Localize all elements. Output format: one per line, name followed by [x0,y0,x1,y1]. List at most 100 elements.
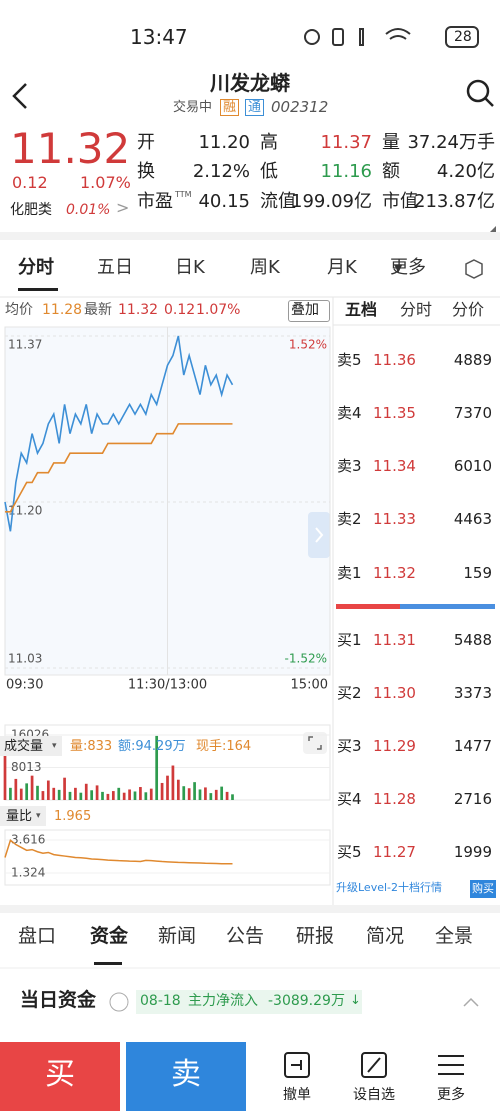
ratio-label-arrow: ▾ [36,811,41,821]
order-volume: 4463 [453,510,492,528]
info-tab[interactable]: 新闻 [158,925,197,947]
volume-bar [209,793,213,800]
stat-value: 11.16 [320,161,372,182]
order-price: 11.36 [373,351,416,369]
order-book-tab[interactable]: 五档 [345,300,378,319]
sell-button-label[interactable]: 卖 [171,1057,201,1092]
chart-tab[interactable]: 周K [250,257,280,278]
action-label[interactable]: 设自选 [353,1087,395,1103]
chart-tab[interactable]: 日K [175,257,205,278]
order-price: 11.28 [373,790,416,808]
buy-button-label[interactable]: 买 [45,1057,75,1092]
overlay-button[interactable]: 叠加 [291,302,319,318]
info-tab[interactable]: 全景 [435,925,474,947]
corner-icon[interactable] [303,732,327,754]
chart-tab[interactable]: 五日 [97,257,133,278]
volume-bar [214,789,218,800]
info-tab[interactable]: 研报 [296,925,335,947]
volume-bar [144,792,148,800]
volume-bar [52,787,56,800]
chart-tab[interactable]: 更多 [390,257,426,278]
info-tab[interactable]: 简况 [366,925,405,947]
volume-bar [68,791,72,800]
connect-tag: 通 [245,99,265,116]
order-price: 11.29 [373,737,416,755]
buy-box[interactable] [470,880,496,898]
volume-bar [204,787,207,800]
stat-label: 流值 [260,191,296,212]
volume-bar [231,794,234,800]
volume-bar [84,783,88,800]
bid-ask-bar [336,604,400,609]
action-label[interactable]: 撤单 [283,1087,311,1103]
order-volume: 159 [463,564,492,582]
buy-button[interactable] [0,1042,120,1111]
x-tick-label: 09:30 [6,678,43,693]
buy-level2[interactable]: 购买 [472,882,494,895]
volume-bar [187,788,191,800]
info-tab[interactable]: 公告 [226,925,265,947]
info-tab[interactable]: 资金 [90,925,129,947]
price-line [4,335,234,532]
help-icon[interactable] [109,992,129,1012]
divider [0,905,500,913]
volume-bar [41,791,45,800]
collapse-icon[interactable] [463,997,479,1007]
volume-bar [176,779,180,800]
chart-tab[interactable]: 月K [327,257,357,278]
volume-bar [101,791,104,800]
order-price: 11.27 [373,843,416,861]
volume-bar [149,788,153,800]
chart-tab[interactable]: 分时 [18,257,54,278]
y-tick-label: 3.616 [11,833,45,847]
action-label[interactable]: 更多 [437,1087,465,1103]
overlay-box[interactable] [288,300,330,322]
legend-item: 0.12 [164,302,196,318]
divider [0,232,500,240]
volume-bar [74,787,77,800]
info-tab[interactable]: 盘口 [18,925,57,947]
volume-bar [122,792,126,800]
y-tick-label: 8013 [11,760,42,774]
volume-bar [106,793,110,800]
stat-label: 市盈 [137,191,173,212]
order-volume: 7370 [453,404,492,422]
volume-bar [95,785,99,800]
back-icon[interactable] [12,83,27,109]
stat-label: 额 [382,161,400,182]
volume-bar [14,778,18,800]
clock: 13:47 [130,25,188,49]
volume-bar [220,786,224,800]
stat-value: 40.15 [198,191,250,212]
order-level: 买4 [337,790,362,808]
volume-bar [30,775,34,800]
price-change-pct: 1.07% [80,173,131,192]
stat-label-sup: TTM [175,190,192,199]
funds-value: -3089.29万 [268,993,345,1009]
volume-bar [90,790,94,800]
sell-button[interactable] [126,1042,246,1111]
volume-label-box[interactable] [0,736,62,756]
order-book-tab[interactable]: 分价 [452,300,485,319]
level2-promo[interactable]: 升级Level-2十档行情 [336,881,443,894]
search-icon[interactable] [466,79,494,107]
bid-ask-bar [400,604,495,609]
ratio-label-box[interactable] [0,806,46,826]
order-price: 11.31 [373,631,416,649]
order-volume: 4889 [453,351,492,369]
stat-label: 高 [260,132,278,153]
sector-name[interactable]: 化肥类 [10,202,52,218]
stat-label: 市值 [382,191,418,212]
ratio-label[interactable]: 量比 [6,809,33,824]
order-book-tab[interactable]: 分时 [400,300,433,319]
order-price: 11.34 [373,457,416,475]
volume-bar [3,741,7,800]
settings-icon[interactable] [465,259,483,279]
x-tick-label: 15:00 [291,678,328,693]
order-volume: 3373 [453,684,492,702]
volume-label[interactable]: 成交量 [4,739,44,754]
last-price: 11.32 [10,124,131,173]
side-handle[interactable] [308,512,330,558]
funds-arrow: ↓ [350,993,361,1008]
order-volume: 5488 [453,631,492,649]
